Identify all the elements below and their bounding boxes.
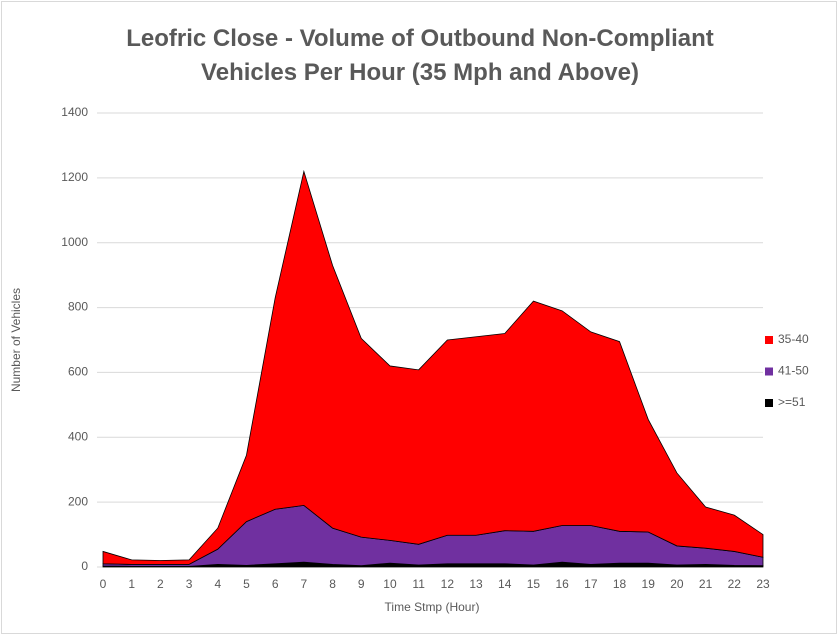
x-tick-label: 4 [214, 577, 221, 591]
chart-title: Leofric Close - Volume of Outbound Non-C… [126, 25, 714, 86]
x-tick-label: 12 [441, 577, 455, 591]
x-tick-label: 23 [756, 577, 770, 591]
x-tick-label: 7 [301, 577, 308, 591]
x-tick-label: 21 [699, 577, 713, 591]
x-tick-label: 13 [469, 577, 483, 591]
legend-label: 35-40 [778, 332, 809, 346]
x-tick-label: 17 [584, 577, 598, 591]
legend-label: >=51 [778, 395, 806, 409]
area [102, 169, 764, 565]
x-tick-label: 22 [728, 577, 742, 591]
x-tick-label: 19 [642, 577, 656, 591]
x-tick-label: 6 [272, 577, 279, 591]
legend-swatch [765, 399, 773, 407]
x-axis-label: Time Stmp (Hour) [385, 600, 480, 614]
x-tick-label: 15 [527, 577, 541, 591]
y-tick-label: 0 [81, 559, 88, 573]
y-tick-label: 600 [68, 365, 88, 379]
legend-label: 41-50 [778, 364, 809, 378]
legend-swatch [765, 367, 773, 376]
y-tick-label: 800 [68, 300, 88, 314]
x-tick-label: 5 [243, 577, 250, 591]
x-tick-label: 9 [358, 577, 365, 591]
y-tick-label: 1200 [61, 170, 88, 184]
y-tick-label: 200 [68, 494, 88, 508]
x-tick-label: 8 [329, 577, 336, 591]
x-tick-label: 18 [613, 577, 627, 591]
x-tick-label: 3 [186, 577, 193, 591]
x-tick-label: 2 [157, 577, 164, 591]
x-tick-label: 20 [670, 577, 684, 591]
x-tick-label: 0 [100, 577, 107, 591]
x-tick-label: 1 [128, 577, 135, 591]
x-tick-label: 14 [498, 577, 512, 591]
legend-swatch [765, 336, 773, 344]
y-axis-label: Number of Vehicles [9, 288, 23, 392]
y-tick-label: 400 [68, 429, 88, 443]
x-tick-label: 11 [412, 577, 425, 591]
x-tick-label: 16 [555, 577, 569, 591]
y-tick-label: 1000 [61, 235, 88, 249]
y-tick-label: 1400 [61, 105, 88, 119]
x-tick-label: 10 [383, 577, 397, 591]
